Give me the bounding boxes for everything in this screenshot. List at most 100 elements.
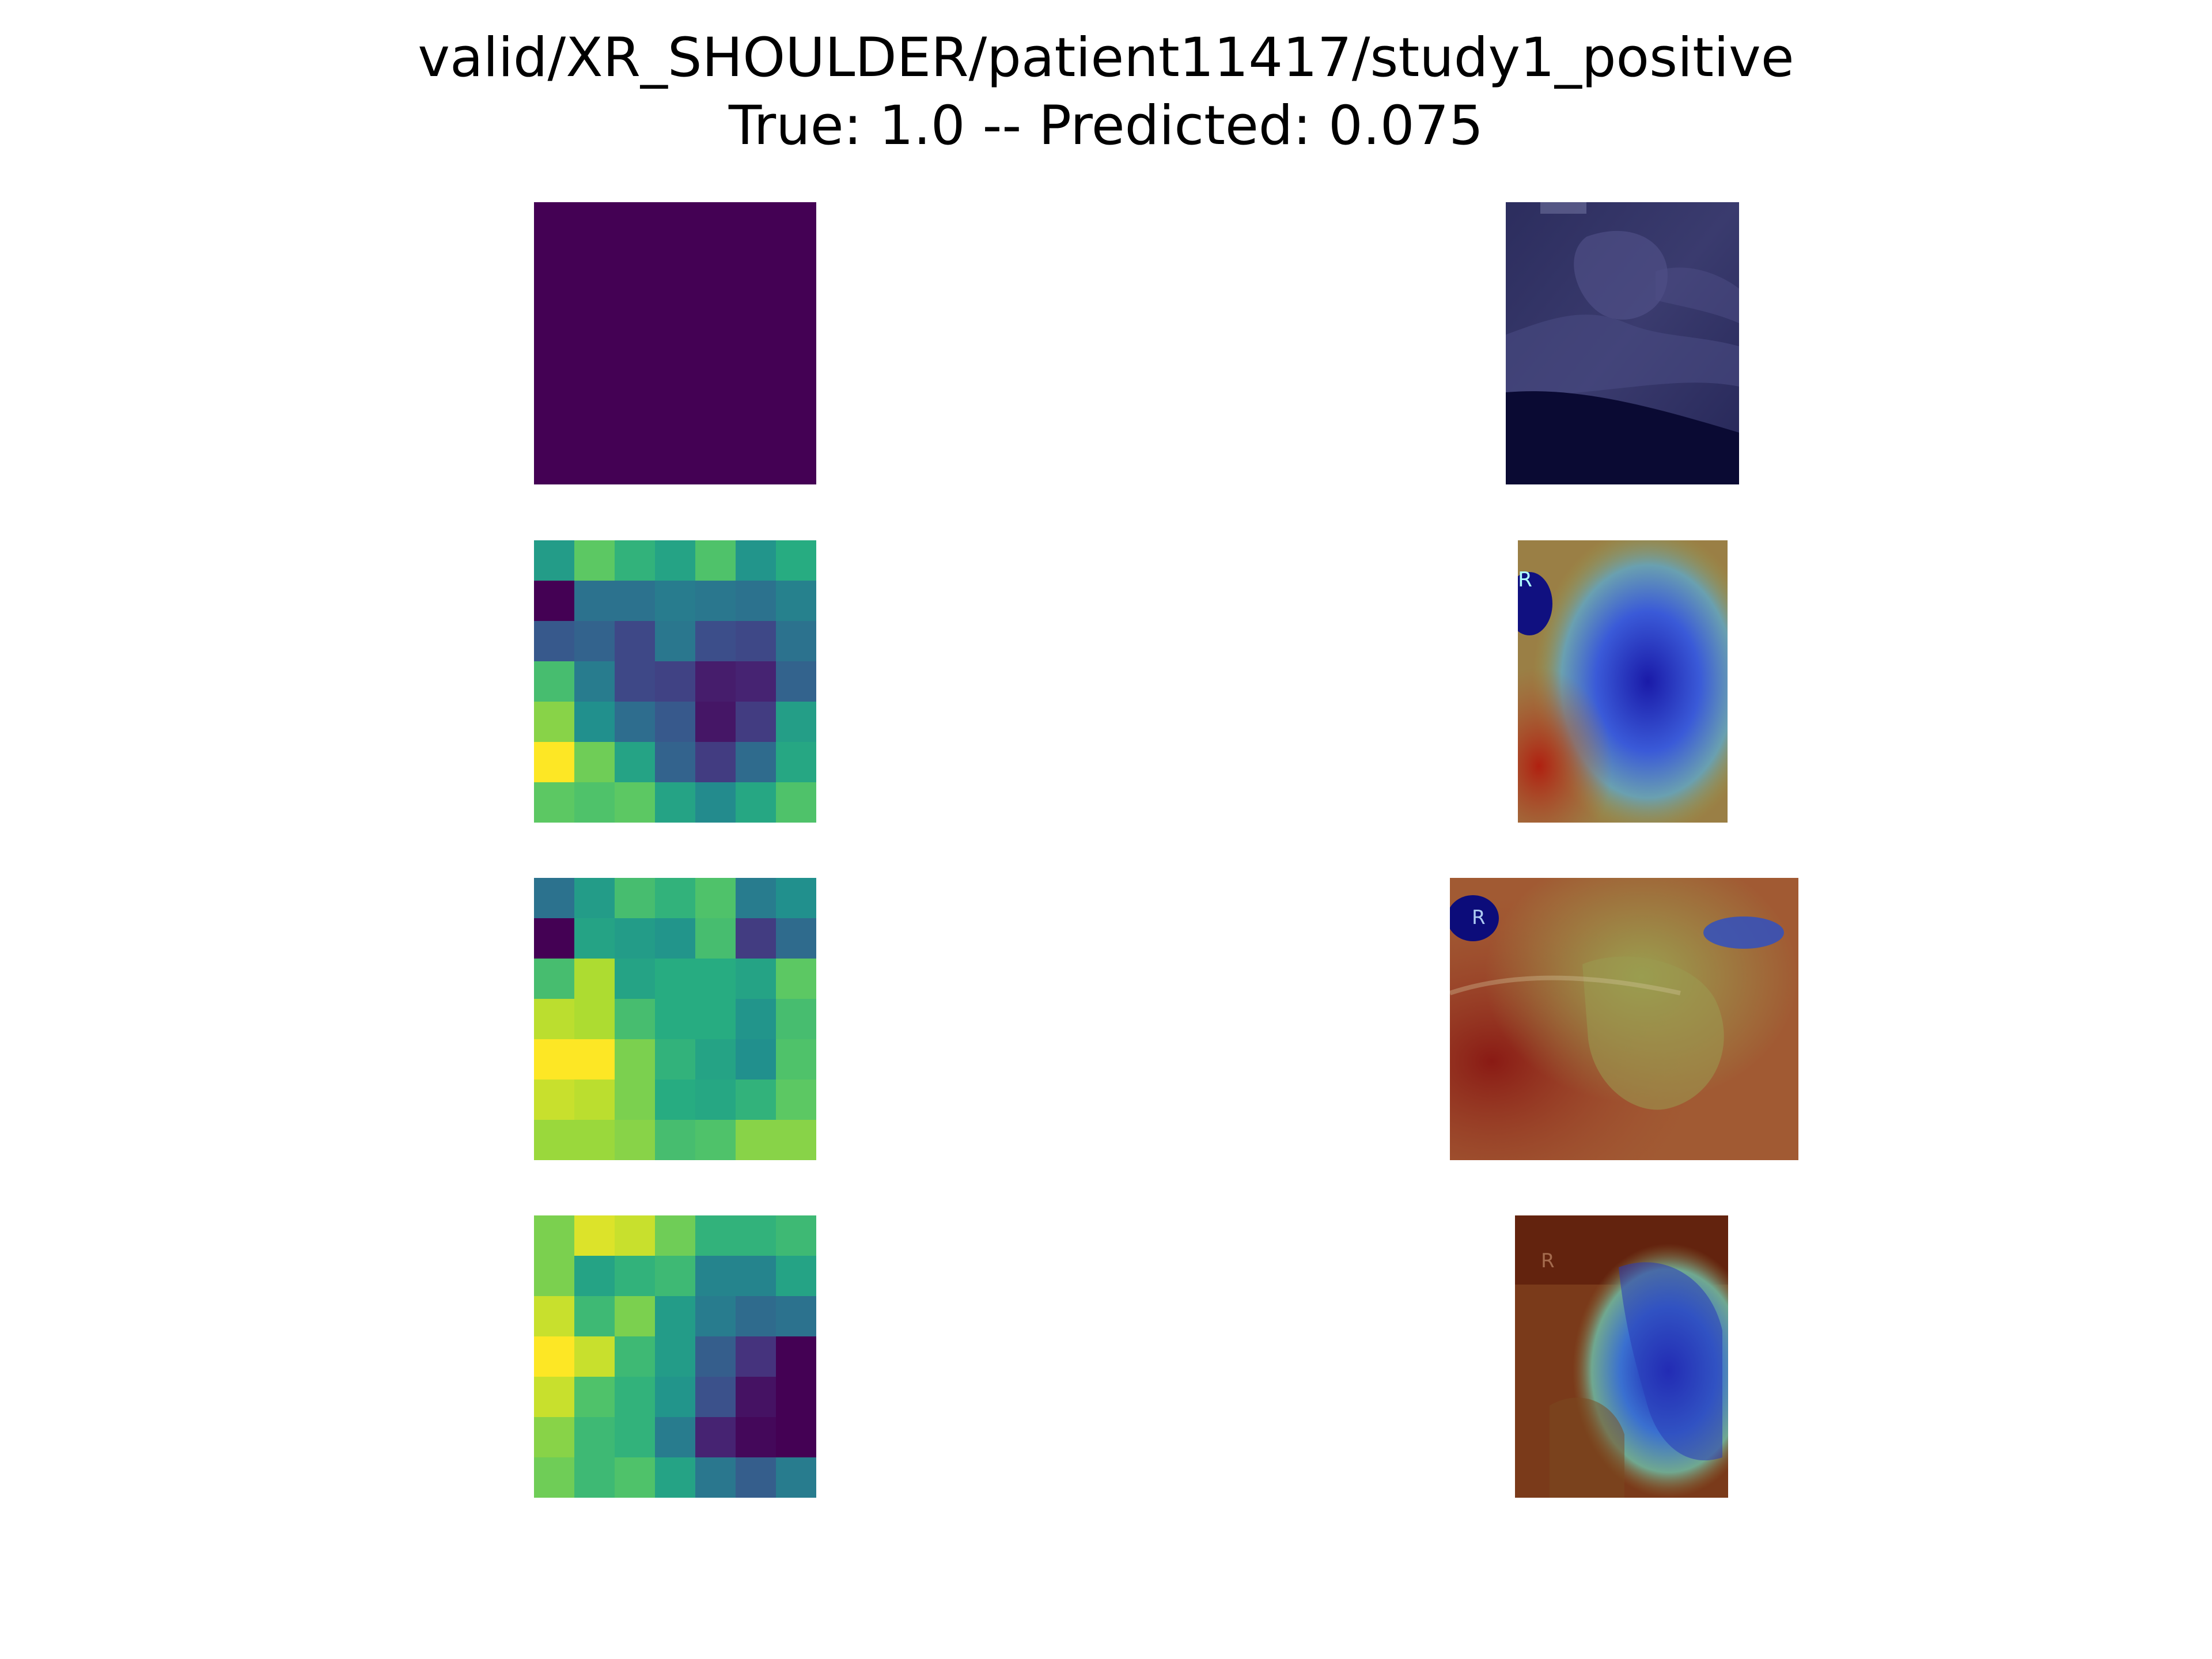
heatmap-cell: [695, 283, 736, 324]
heatmap-cell: [615, 621, 656, 662]
heatmap-cell: [655, 1256, 696, 1297]
heatmap-cell: [776, 999, 816, 1040]
heatmap-cell: [574, 1120, 615, 1160]
heatmap-cell: [574, 243, 615, 283]
heatmap-cell: [736, 283, 777, 324]
heatmap-cell: [574, 283, 615, 324]
heatmap-cell: [776, 202, 816, 243]
heatmap-cell: [655, 363, 696, 404]
heatmap-cell: [776, 918, 816, 959]
heatmap-cell: [736, 999, 777, 1040]
heatmap-cell: [615, 661, 656, 702]
xray-overlay-row-3: R: [1450, 878, 1798, 1160]
heatmap-cell: [574, 1256, 615, 1297]
heatmap-cell: [776, 1336, 816, 1377]
xray-overlay-row-2: R: [1518, 540, 1728, 823]
heatmap-cell: [655, 1296, 696, 1337]
heatmap-cell: [776, 404, 816, 445]
heatmap-cell: [695, 1039, 736, 1080]
xray-image-row-1: [1506, 202, 1739, 484]
heatmap-cell: [776, 661, 816, 702]
heatmap-cell: [736, 1039, 777, 1080]
heatmap-cell: [655, 742, 696, 783]
heatmap-cell: [615, 202, 656, 243]
heatmap-cell: [655, 323, 696, 364]
heatmap-cell: [655, 283, 696, 324]
heatmap-cell: [655, 444, 696, 484]
heatmap-cell: [655, 1215, 696, 1256]
heatmap-cell: [695, 202, 736, 243]
heatmap-cell: [655, 1080, 696, 1120]
heatmap-cell: [695, 959, 736, 999]
heatmap-cell: [615, 283, 656, 324]
heatmap-cell: [736, 323, 777, 364]
svg-text:R: R: [1472, 906, 1486, 929]
heatmap-cell: [655, 1417, 696, 1458]
heatmap-cell: [615, 1256, 656, 1297]
heatmap-cell: [776, 959, 816, 999]
heatmap-cell: [534, 581, 575, 622]
heatmap-cell: [574, 1377, 615, 1418]
heatmap-cell: [776, 323, 816, 364]
heatmap-cell: [695, 243, 736, 283]
heatmap-cell: [655, 1336, 696, 1377]
heatmap-cell: [655, 202, 696, 243]
heatmap-cell: [736, 1417, 777, 1458]
heatmap-row-2: [534, 540, 816, 823]
heatmap-cell: [655, 1039, 696, 1080]
heatmap-cell: [534, 1296, 575, 1337]
heatmap-cell: [534, 323, 575, 364]
heatmap-cell: [776, 1080, 816, 1120]
heatmap-cell: [574, 444, 615, 484]
heatmap-cell: [534, 999, 575, 1040]
heatmap-cell: [776, 782, 816, 823]
heatmap-cell: [534, 1417, 575, 1458]
heatmap-cell: [695, 363, 736, 404]
heatmap-cell: [736, 742, 777, 783]
heatmap-cell: [695, 1336, 736, 1377]
heatmap-cell: [776, 243, 816, 283]
svg-text:R: R: [1541, 1249, 1555, 1272]
heatmap-cell: [534, 1120, 575, 1160]
heatmap-cell: [736, 702, 777, 743]
heatmap-cell: [615, 243, 656, 283]
heatmap-cell: [615, 1080, 656, 1120]
heatmap-cell: [736, 959, 777, 999]
heatmap-cell: [776, 1296, 816, 1337]
heatmap-cell: [736, 404, 777, 445]
heatmap-cell: [655, 878, 696, 919]
heatmap-cell: [776, 1457, 816, 1498]
heatmap-cell: [736, 918, 777, 959]
heatmap-cell: [695, 1457, 736, 1498]
heatmap-cell: [534, 444, 575, 484]
heatmap-cell: [574, 1039, 615, 1080]
heatmap-cell: [574, 1215, 615, 1256]
heatmap-cell: [615, 444, 656, 484]
heatmap-cell: [615, 404, 656, 445]
heatmap-cell: [776, 1120, 816, 1160]
heatmap-cell: [615, 999, 656, 1040]
heatmap-cell: [695, 661, 736, 702]
heatmap-cell: [534, 243, 575, 283]
heatmap-cell: [695, 444, 736, 484]
heatmap-cell: [655, 581, 696, 622]
heatmap-cell: [695, 742, 736, 783]
heatmap-cell: [655, 621, 696, 662]
heatmap-cell: [695, 1080, 736, 1120]
heatmap-cell: [534, 283, 575, 324]
heatmap-cell: [655, 702, 696, 743]
heatmap-cell: [615, 742, 656, 783]
heatmap-cell: [695, 1377, 736, 1418]
heatmap-cell: [615, 1215, 656, 1256]
heatmap-cell: [736, 878, 777, 919]
heatmap-cell: [695, 621, 736, 662]
heatmap-cell: [736, 1080, 777, 1120]
heatmap-cell: [776, 1417, 816, 1458]
heatmap-row-1: [534, 202, 816, 484]
heatmap-cell: [534, 1080, 575, 1120]
heatmap-cell: [736, 243, 777, 283]
heatmap-cell: [615, 1457, 656, 1498]
heatmap-cell: [534, 1215, 575, 1256]
heatmap-cell: [776, 702, 816, 743]
heatmap-cell: [695, 1120, 736, 1160]
